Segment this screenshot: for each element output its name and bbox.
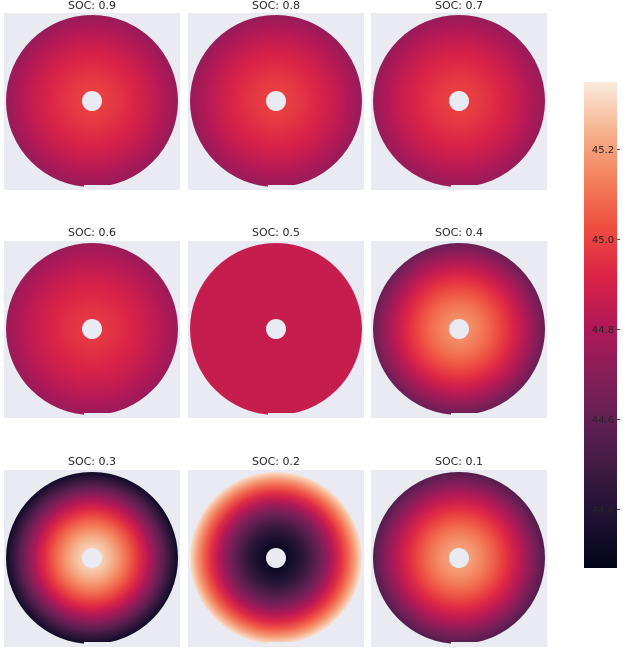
center-hole bbox=[449, 319, 469, 339]
edge-notch bbox=[268, 642, 364, 647]
center-hole bbox=[449, 548, 469, 568]
panel-soc-0-2: SOC: 0.2 bbox=[188, 455, 364, 647]
center-hole bbox=[82, 548, 102, 568]
panel-title: SOC: 0.6 bbox=[68, 226, 116, 239]
panel-title: SOC: 0.9 bbox=[68, 0, 116, 12]
panel-title: SOC: 0.5 bbox=[252, 226, 300, 239]
colorbar: 44.4 44.6 44.8 45.0 45.2 bbox=[584, 82, 620, 568]
panel-soc-0-5: SOC: 0.5 bbox=[188, 226, 364, 418]
panel-grid: SOC: 0.9 SOC: 0.8 SOC: 0.7 SOC: 0.6 bbox=[4, 0, 547, 647]
panel-soc-0-8: SOC: 0.8 bbox=[188, 0, 364, 190]
panel-soc-0-3: SOC: 0.3 bbox=[4, 455, 180, 647]
panel-title: SOC: 0.2 bbox=[252, 455, 300, 468]
colorbar-tick-label: 45.0 bbox=[592, 235, 614, 246]
edge-notch bbox=[268, 185, 364, 190]
center-hole bbox=[266, 548, 286, 568]
panel-title: SOC: 0.8 bbox=[252, 0, 300, 12]
center-hole bbox=[266, 319, 286, 339]
edge-notch bbox=[84, 642, 180, 647]
edge-notch bbox=[268, 413, 364, 418]
panel-title: SOC: 0.3 bbox=[68, 455, 116, 468]
center-hole bbox=[449, 91, 469, 111]
edge-notch bbox=[84, 185, 180, 190]
colorbar-tick-label: 44.6 bbox=[592, 415, 614, 426]
edge-notch bbox=[451, 642, 547, 647]
edge-notch bbox=[451, 185, 547, 190]
colorbar-tick-label: 44.4 bbox=[592, 505, 614, 516]
colorbar-tick-label: 45.2 bbox=[592, 145, 614, 156]
panel-soc-0-4: SOC: 0.4 bbox=[371, 226, 547, 418]
colorbar-tick-label: 44.8 bbox=[592, 325, 614, 336]
panel-soc-0-1: SOC: 0.1 bbox=[371, 455, 547, 647]
panel-soc-0-9: SOC: 0.9 bbox=[4, 0, 180, 190]
panel-title: SOC: 0.7 bbox=[435, 0, 483, 12]
panel-title: SOC: 0.1 bbox=[435, 455, 483, 468]
colorbar-gradient bbox=[584, 82, 617, 568]
colorbar-ticks: 44.4 44.6 44.8 45.0 45.2 bbox=[592, 145, 620, 516]
center-hole bbox=[266, 91, 286, 111]
center-hole bbox=[82, 319, 102, 339]
center-hole bbox=[82, 91, 102, 111]
edge-notch bbox=[451, 413, 547, 418]
panel-title: SOC: 0.4 bbox=[435, 226, 483, 239]
panel-soc-0-6: SOC: 0.6 bbox=[4, 226, 180, 418]
panel-soc-0-7: SOC: 0.7 bbox=[371, 0, 547, 190]
edge-notch bbox=[84, 413, 180, 418]
